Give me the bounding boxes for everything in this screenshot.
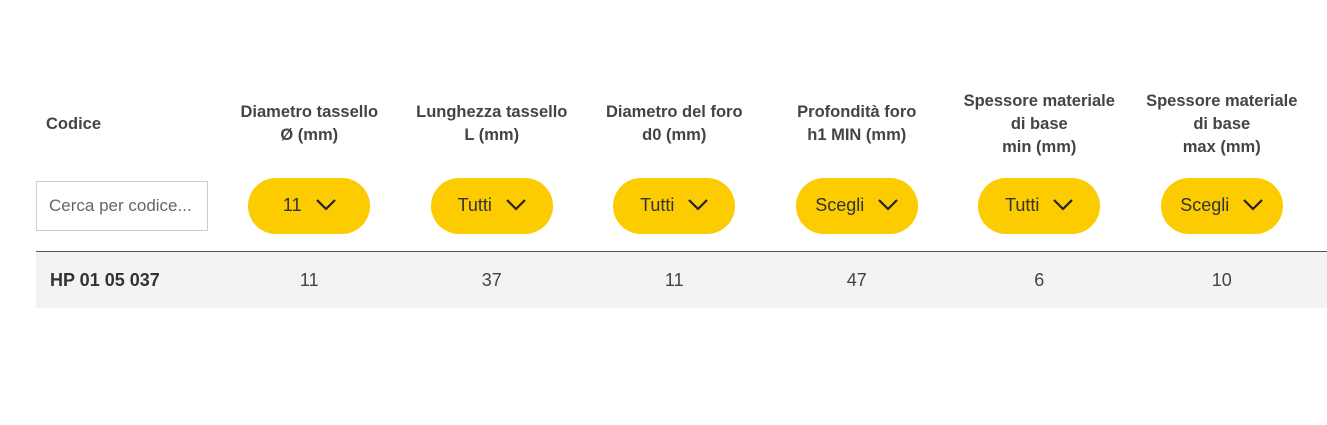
- filter-dropdown[interactable]: 11: [248, 177, 371, 234]
- chevron-down-icon: [1243, 195, 1264, 216]
- table-body: HP 01 05 037 11 37 11 47 6 10: [36, 252, 1327, 308]
- cell-value: 37: [481, 269, 502, 290]
- filter-value: Tutti: [1005, 195, 1040, 215]
- filter-dropdown[interactable]: Tutti: [978, 177, 1101, 234]
- filter-value: Scegli: [815, 195, 865, 215]
- filter-cell: Tutti: [583, 177, 766, 234]
- filter-cell: Scegli: [766, 177, 949, 234]
- header-diametro-foro: Diametro del foro d0 (mm): [605, 103, 743, 144]
- filter-value: 11: [282, 195, 302, 215]
- chevron-down-icon: [315, 195, 336, 216]
- header-codice: Codice: [46, 114, 102, 133]
- filter-cell: Scegli: [1131, 177, 1314, 234]
- cell-value: 10: [1211, 269, 1232, 290]
- filter-cell: 11: [218, 177, 401, 234]
- header-spessore-max: Spessore materiale di base max (mm): [1146, 91, 1298, 156]
- product-table: Codice Diametro tassello Ø (mm) Lunghezz…: [36, 88, 1327, 308]
- header-spessore-min: Spessore materiale di base min (mm): [963, 91, 1115, 156]
- filter-value: Tutti: [457, 195, 492, 215]
- cell-value: 11: [664, 269, 684, 290]
- header-diametro-tassello: Diametro tassello Ø (mm): [240, 103, 379, 144]
- search-cell: [36, 180, 218, 231]
- table-row[interactable]: HP 01 05 037 11 37 11 47 6 10: [36, 252, 1327, 308]
- chevron-down-icon: [506, 195, 526, 216]
- filter-dropdown[interactable]: Scegli: [795, 177, 918, 234]
- cell-value: 47: [846, 269, 867, 290]
- search-input[interactable]: [36, 180, 208, 231]
- filter-row: 11 Tutti Tutti Scegli Tutti Scegli: [36, 160, 1327, 252]
- header-profondita-foro: Profondità foro h1 MIN (mm): [797, 103, 917, 144]
- filter-dropdown[interactable]: Scegli: [1160, 177, 1283, 234]
- chevron-down-icon: [688, 195, 709, 216]
- cell-value: 11: [299, 269, 319, 290]
- cell-code: HP 01 05 037: [50, 269, 160, 290]
- filter-dropdown[interactable]: Tutti: [430, 177, 553, 234]
- filter-value: Scegli: [1180, 195, 1230, 215]
- chevron-down-icon: [1053, 195, 1074, 216]
- cell-value: 6: [1034, 269, 1045, 290]
- filter-value: Tutti: [640, 195, 675, 215]
- header-lunghezza-tassello: Lunghezza tassello L (mm): [416, 103, 568, 144]
- filter-cell: Tutti: [948, 177, 1131, 234]
- filter-cell: Tutti: [401, 177, 584, 234]
- header-row: Codice Diametro tassello Ø (mm) Lunghezz…: [36, 88, 1327, 160]
- filter-dropdown[interactable]: Tutti: [613, 177, 736, 234]
- chevron-down-icon: [878, 195, 899, 216]
